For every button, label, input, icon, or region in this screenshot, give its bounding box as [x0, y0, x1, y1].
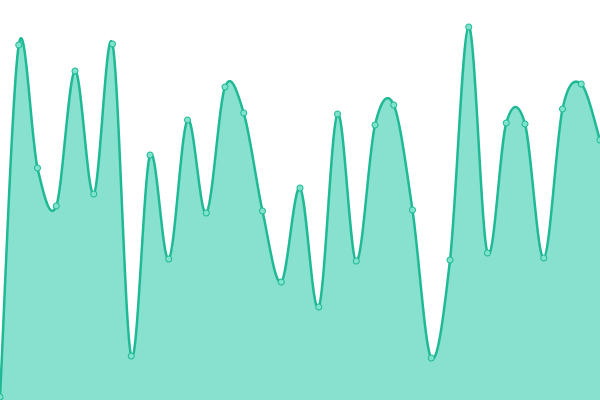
- point: [15, 41, 23, 49]
- point: [0, 393, 4, 400]
- point: [484, 249, 491, 257]
- point: [202, 209, 210, 217]
- point: [52, 202, 60, 210]
- point: [277, 278, 285, 286]
- point: [296, 184, 304, 192]
- point: [240, 109, 248, 117]
- point: [127, 352, 135, 360]
- point: [390, 101, 398, 109]
- point: [409, 206, 416, 214]
- point: [109, 40, 116, 48]
- point: [315, 303, 323, 311]
- point: [352, 257, 360, 265]
- point: [90, 190, 98, 198]
- area: [0, 26, 600, 400]
- point: [446, 256, 454, 264]
- point: [465, 23, 473, 31]
- point: [184, 116, 191, 124]
- point: [71, 67, 79, 75]
- point: [221, 83, 229, 91]
- point: [165, 255, 173, 263]
- point: [502, 119, 510, 127]
- point: [540, 254, 548, 262]
- point: [596, 136, 600, 144]
- point: [577, 80, 585, 88]
- point: [521, 120, 529, 128]
- point: [259, 207, 266, 215]
- point: [559, 105, 566, 113]
- point: [34, 164, 41, 172]
- point: [427, 354, 435, 362]
- point: [146, 151, 154, 159]
- point: [371, 121, 379, 129]
- point: [334, 110, 341, 118]
